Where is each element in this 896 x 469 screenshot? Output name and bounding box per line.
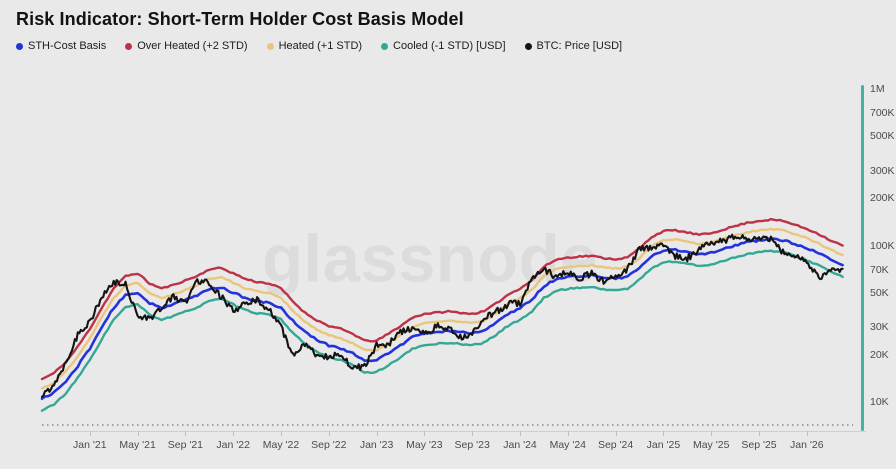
y-tick-label: 50K xyxy=(870,286,889,299)
x-tick-label: Sep '25 xyxy=(741,439,777,451)
y-axis-line xyxy=(861,85,864,431)
legend-label: BTC: Price [USD] xyxy=(536,40,623,52)
x-tick-label: Jan '24 xyxy=(503,439,537,451)
x-axis-line xyxy=(40,431,866,432)
x-tick-mark xyxy=(663,431,665,436)
y-tick-label: 70K xyxy=(870,263,889,276)
y-tick-label: 20K xyxy=(870,348,889,361)
legend-label: Heated (+1 STD) xyxy=(278,40,363,52)
x-tick-mark xyxy=(472,431,474,436)
x-tick-label: Jan '21 xyxy=(73,439,107,451)
x-tick-label: May '25 xyxy=(692,439,730,451)
legend-swatch-icon xyxy=(524,42,532,50)
x-tick-label: May '24 xyxy=(549,439,587,451)
x-tick-mark xyxy=(233,431,235,436)
y-tick-label: 10K xyxy=(870,396,889,408)
series-line-heated-1-std xyxy=(40,227,844,390)
page-title: Risk Indicator: Short-Term Holder Cost B… xyxy=(16,9,464,29)
series-line-cooled-1-std-usd xyxy=(40,249,844,412)
x-tick-label: Sep '21 xyxy=(167,439,204,451)
x-tick-mark xyxy=(520,431,521,436)
x-tick-mark xyxy=(615,431,617,436)
x-tick-label: May '21 xyxy=(119,439,156,451)
x-tick-label: Sep '22 xyxy=(311,439,347,451)
y-tick-label: 1M xyxy=(870,83,885,95)
legend-item-btc-price-usd[interactable]: BTC: Price [USD] xyxy=(524,40,623,52)
series-line-sth-cost-basis xyxy=(40,237,844,400)
y-tick-label: 500K xyxy=(870,130,895,143)
x-tick-mark xyxy=(89,431,91,436)
x-tick-mark xyxy=(711,431,713,436)
legend-swatch-icon xyxy=(381,42,389,50)
x-tick-mark xyxy=(759,431,760,436)
plot-area[interactable] xyxy=(40,85,853,425)
legend-swatch-icon xyxy=(266,42,274,50)
legend-label: Cooled (-1 STD) [USD] xyxy=(393,40,506,52)
legend-swatch-icon xyxy=(125,42,133,50)
x-tick-label: Sep '23 xyxy=(454,439,490,451)
legend: STH-Cost Basis Over Heated (+2 STD) Heated… xyxy=(16,40,622,52)
y-tick-label: 300K xyxy=(870,164,895,177)
y-tick-label: 100K xyxy=(870,239,895,252)
x-tick-mark xyxy=(806,431,808,436)
x-tick-mark xyxy=(137,431,139,436)
x-tick-mark xyxy=(185,431,187,436)
series-line-btc-price-usd xyxy=(40,233,844,398)
legend-item-heated-1-std[interactable]: Heated (+1 STD) xyxy=(266,40,363,52)
legend-swatch-icon xyxy=(16,42,23,50)
y-tick-label: 200K xyxy=(870,192,895,205)
x-tick-mark xyxy=(281,431,282,436)
legend-item-over-heated-2-std[interactable]: Over Heated (+2 STD) xyxy=(125,40,248,52)
x-tick-mark xyxy=(328,431,330,436)
glassnode-watermark: glassnode xyxy=(262,221,598,298)
series-line-over-heated-2-std xyxy=(40,217,844,381)
x-axis-dotted-baseline xyxy=(42,424,853,426)
x-tick-label: Jan '25 xyxy=(646,439,681,451)
x-tick-label: May '23 xyxy=(406,439,443,451)
x-tick-label: Jan '23 xyxy=(359,439,394,451)
legend-label: Over Heated (+2 STD) xyxy=(137,40,248,52)
x-tick-mark xyxy=(424,431,426,436)
x-tick-label: Jan '26 xyxy=(790,439,824,451)
legend-item-sth-cost-basis[interactable]: STH-Cost Basis xyxy=(16,40,106,52)
x-tick-label: Sep '24 xyxy=(597,439,634,451)
y-tick-label: 700K xyxy=(870,107,895,120)
y-tick-label: 30K xyxy=(870,321,889,334)
legend-item-cooled-1-std-usd[interactable]: Cooled (-1 STD) [USD] xyxy=(381,40,506,52)
x-tick-mark xyxy=(376,431,378,436)
x-tick-label: May '22 xyxy=(262,439,300,451)
x-tick-mark xyxy=(567,431,569,436)
legend-label: STH-Cost Basis xyxy=(28,40,107,52)
x-tick-label: Jan '22 xyxy=(216,439,250,451)
